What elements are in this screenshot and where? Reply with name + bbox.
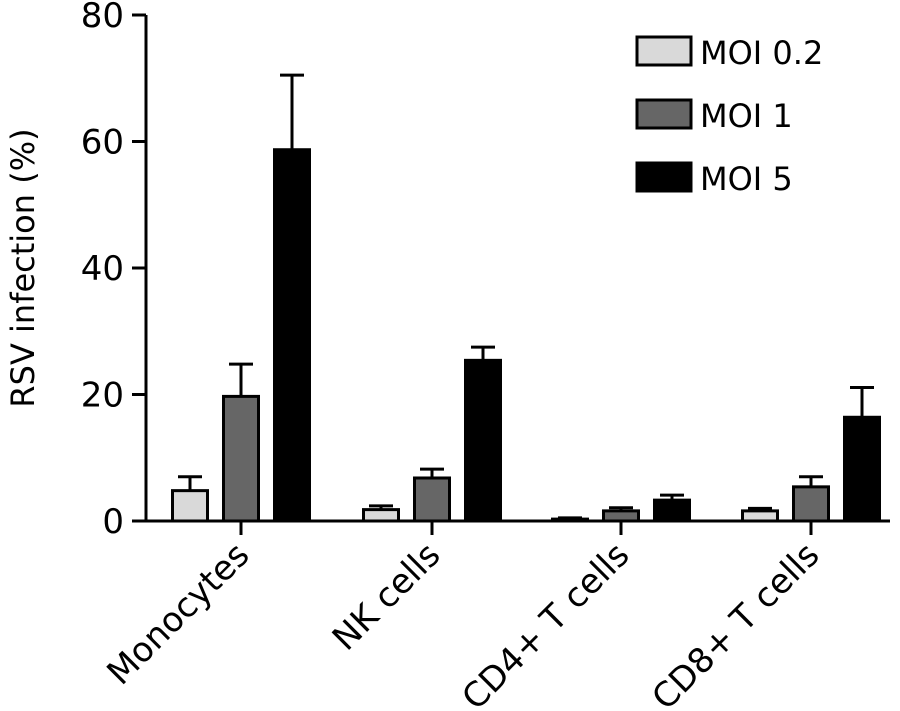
bar [741,509,779,523]
bar [602,509,640,523]
legend-label: MOI 1 [700,97,793,135]
bar [222,394,260,523]
y-tick-label: 0 [102,502,124,542]
legend-swatch [635,161,693,193]
x-axis: Monocytes NK cells CD4+ T cells CD8+ T cell… [99,519,890,711]
bar [653,498,691,523]
legend-label: MOI 5 [700,160,793,198]
bars [171,73,881,523]
legend-label: MOI 0.2 [700,34,823,72]
y-tick-label: 40 [81,249,124,289]
bar [792,485,830,523]
bar [171,489,209,523]
bar [273,148,311,523]
bar [362,508,400,523]
bar [464,358,502,523]
y-tick-label: 60 [81,123,124,163]
bar [843,415,881,523]
bar [413,476,451,523]
category-label: Monocytes [99,535,257,693]
legend-swatch [635,35,693,67]
category-label: CD4+ T cells [454,535,637,711]
category-label: NK cells [325,535,449,659]
y-axis-title: RSV infection (%) [4,128,42,407]
y-tick-label: 20 [81,376,124,416]
legend: MOI 0.2 MOI 1 MOI 5 [635,34,823,198]
y-tick-label: 80 [81,0,124,36]
y-axis: 0 20 40 60 80 [81,0,148,542]
category-label: CD8+ T cells [644,535,827,711]
legend-swatch [635,98,693,130]
